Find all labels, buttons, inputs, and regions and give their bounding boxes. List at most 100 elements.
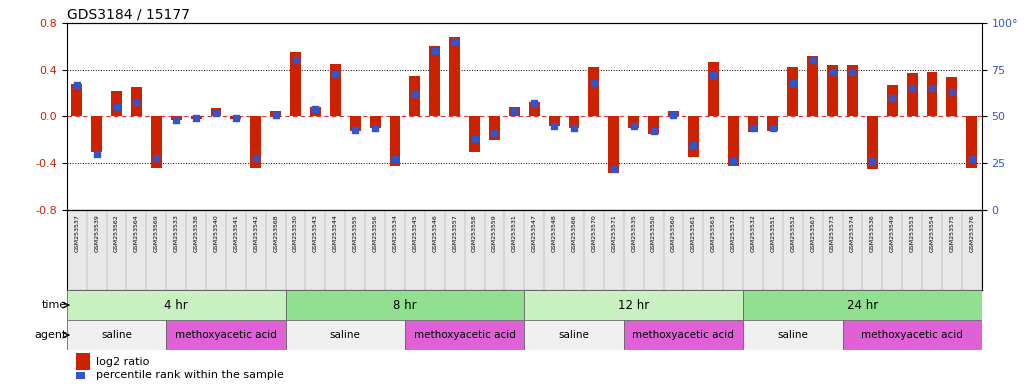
Bar [111,91,122,116]
Point [506,108,522,114]
Text: methoxyacetic acid: methoxyacetic acid [413,330,516,340]
Bar [190,116,201,119]
Bar [489,116,500,140]
Bar [867,116,878,169]
Bar [370,116,380,128]
Bar [947,77,957,116]
Text: GSM253574: GSM253574 [850,214,855,252]
Text: GSM253551: GSM253551 [770,214,775,252]
Bar [628,116,639,128]
Text: GSM253536: GSM253536 [870,214,875,252]
Point [625,123,641,129]
Text: GSM253550: GSM253550 [651,214,656,252]
Text: methoxyacetic acid: methoxyacetic acid [861,330,963,340]
Bar [230,116,242,119]
Bar [787,68,799,116]
Point [944,89,960,95]
Point [108,104,124,110]
Text: GSM253568: GSM253568 [273,214,279,252]
Text: GSM253564: GSM253564 [134,214,139,252]
Bar [509,107,520,116]
Text: GSM253553: GSM253553 [910,214,915,252]
Point [605,166,622,172]
Text: saline: saline [558,330,589,340]
Bar [966,116,978,168]
Bar [270,111,281,116]
Point [267,111,284,118]
Text: GSM253546: GSM253546 [433,214,437,252]
Bar [747,116,759,132]
Text: GSM253576: GSM253576 [969,214,975,252]
Bar [449,37,461,116]
Text: GSM253554: GSM253554 [929,214,934,252]
Text: 4 hr: 4 hr [164,299,188,311]
Text: GSM253540: GSM253540 [214,214,219,252]
Text: 12 hr: 12 hr [618,299,650,311]
FancyBboxPatch shape [743,290,982,320]
Text: GSM253537: GSM253537 [74,214,79,252]
Point [924,85,941,91]
Text: percentile rank within the sample: percentile rank within the sample [96,370,284,381]
Text: GSM253535: GSM253535 [631,214,636,252]
Point [844,69,860,75]
Bar [151,116,161,168]
Text: saline: saline [330,330,361,340]
Bar [807,56,818,116]
Text: GSM253552: GSM253552 [791,214,796,252]
Text: GSM253575: GSM253575 [950,214,954,252]
Text: GSM253547: GSM253547 [531,214,537,252]
Text: GSM253541: GSM253541 [233,214,238,252]
Bar [469,116,480,152]
Bar [76,353,89,370]
Point [963,156,980,162]
Point [904,85,920,91]
Point [208,110,224,116]
Point [565,125,582,131]
Bar [390,116,401,166]
FancyBboxPatch shape [286,320,405,350]
Bar [430,46,440,116]
FancyBboxPatch shape [524,290,743,320]
Text: GSM253557: GSM253557 [452,214,457,252]
Point [307,106,324,112]
Text: GSM253558: GSM253558 [472,214,477,252]
Bar [330,64,341,116]
Text: GSM253569: GSM253569 [154,214,158,252]
Text: methoxyacetic acid: methoxyacetic acid [175,330,277,340]
Bar [707,61,719,116]
Bar [91,116,102,152]
Point [805,57,821,63]
Point [367,125,383,131]
Point [705,72,722,78]
Point [665,111,682,118]
FancyBboxPatch shape [624,320,743,350]
Bar [668,111,678,116]
Point [227,115,244,121]
FancyBboxPatch shape [67,290,286,320]
FancyBboxPatch shape [405,320,524,350]
Point [865,158,881,164]
Text: 24 hr: 24 hr [847,299,878,311]
Text: GSM253543: GSM253543 [313,214,318,252]
Bar [926,72,938,116]
FancyBboxPatch shape [524,320,624,350]
Point [446,39,463,45]
Bar [768,116,778,131]
Point [69,82,85,88]
Bar [688,116,699,157]
Text: GDS3184 / 15177: GDS3184 / 15177 [67,8,190,22]
Text: GSM253539: GSM253539 [95,214,99,252]
FancyBboxPatch shape [286,290,524,320]
Point [407,91,424,97]
Bar [549,116,559,126]
Bar [887,85,897,116]
Bar [648,116,659,134]
Text: GSM253570: GSM253570 [591,214,596,252]
Bar [71,84,82,116]
Point [725,158,741,164]
Bar [588,68,599,116]
Text: GSM253549: GSM253549 [890,214,894,252]
Bar [211,108,221,116]
Point [646,128,662,134]
Text: methoxyacetic acid: methoxyacetic acid [632,330,734,340]
